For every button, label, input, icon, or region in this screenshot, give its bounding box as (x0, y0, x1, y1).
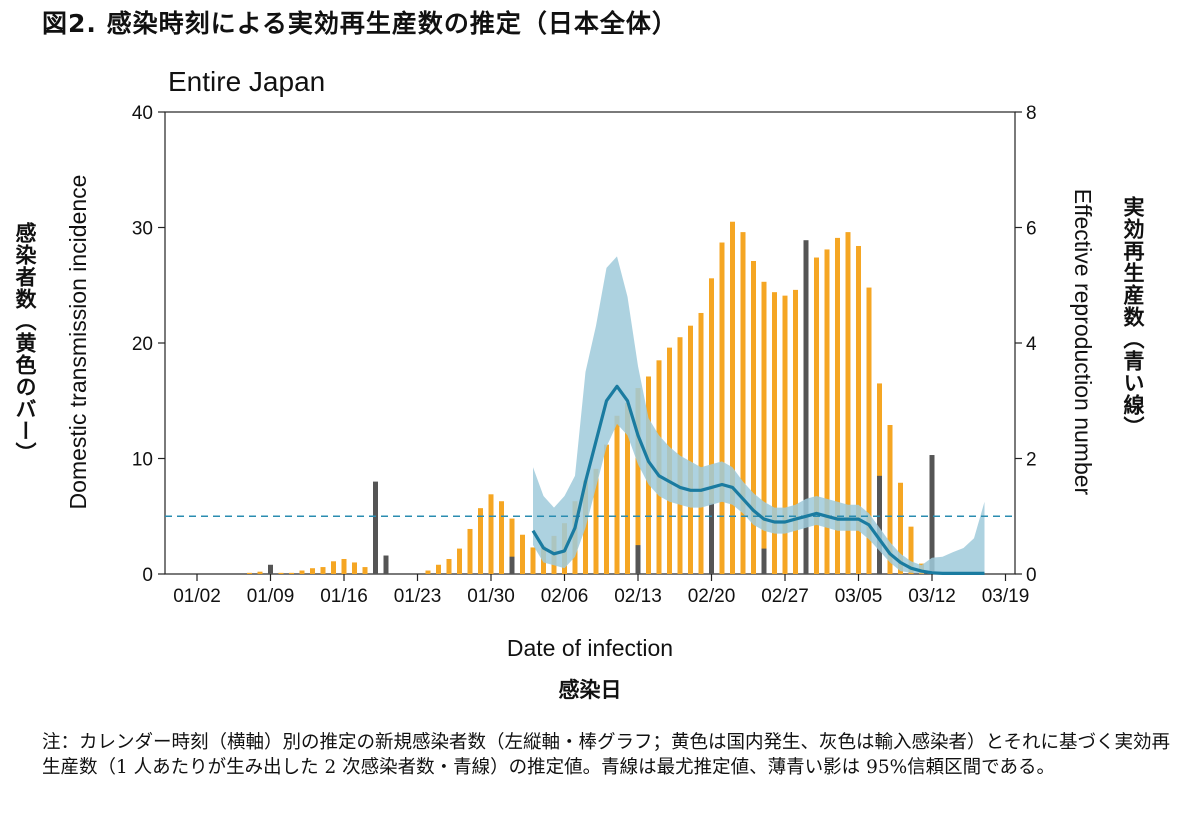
domestic-bar (467, 528, 473, 574)
domestic-bar (331, 561, 336, 574)
domestic-bar (593, 468, 599, 574)
x-axis-title-jp: 感染日 (559, 678, 622, 702)
x-tick-label: 01/09 (247, 586, 295, 607)
imported-bar (373, 481, 378, 574)
domestic-bar (604, 444, 609, 574)
y2-tick-label: 0 (1026, 565, 1037, 586)
domestic-bar (257, 571, 263, 574)
y-tick-label: 10 (132, 450, 153, 471)
domestic-bar (530, 547, 536, 574)
y2-tick-label: 2 (1026, 450, 1037, 471)
chart: Entire Japan 0 10 20 30 40 0 2 4 6 8 01/02 01/09 01/… (65, 66, 1096, 702)
x-axis-title: Date of infection (507, 635, 673, 661)
x-tick-label: 02/27 (761, 586, 809, 607)
domestic-bar (719, 242, 725, 574)
right-axis-title-jp: 実効再生産数（青い線） (1121, 196, 1145, 438)
domestic-bar (761, 281, 767, 574)
x-tick-label: 01/02 (173, 586, 221, 607)
domestic-bar (730, 221, 735, 574)
imported-bar (761, 548, 767, 574)
rt-confidence-band (533, 256, 985, 574)
domestic-bar (824, 249, 830, 574)
domestic-bar (625, 403, 630, 574)
x-tick-label: 03/05 (835, 586, 883, 607)
domestic-bar (278, 572, 284, 574)
imported-bar (877, 475, 882, 574)
domestic-bar (488, 494, 494, 574)
imported-bar (383, 555, 389, 574)
y-tick-label: 0 (142, 565, 153, 586)
x-tick-label: 01/16 (320, 586, 368, 607)
domestic-bar (740, 232, 746, 574)
y2-tick-label: 4 (1026, 334, 1037, 355)
domestic-bar (856, 245, 861, 575)
chart-title: Entire Japan (168, 66, 325, 97)
left-axis-title: Domestic transmission incidence (65, 175, 91, 510)
y-tick-label: 40 (132, 103, 153, 124)
domestic-bar (898, 482, 903, 574)
x-tick-label: 02/06 (541, 586, 589, 607)
domestic-bar (698, 312, 704, 574)
imported-bar (635, 545, 641, 574)
imported-bar (929, 455, 935, 574)
domestic-bar (814, 257, 819, 574)
y-tick-label: 20 (132, 334, 153, 355)
domestic-bar (247, 572, 252, 574)
domestic-bar (425, 570, 431, 574)
domestic-bar (520, 534, 525, 574)
right-axis-title: Effective reproduction number (1070, 189, 1096, 496)
domestic-bar (709, 278, 714, 574)
y2-tick-label: 6 (1026, 219, 1037, 240)
domestic-bar (688, 325, 693, 574)
domestic-bar (478, 508, 483, 574)
domestic-bar (845, 232, 851, 574)
domestic-bar (299, 570, 305, 574)
domestic-bar (352, 562, 357, 574)
domestic-bar (457, 548, 462, 574)
rt-median-line (531, 384, 985, 576)
x-tick-label: 02/13 (614, 586, 662, 607)
domestic-bar (887, 425, 893, 574)
domestic-bar (782, 295, 788, 574)
imported-bar (268, 564, 273, 574)
x-tick-label: 02/20 (688, 586, 736, 607)
x-tick-label: 01/23 (394, 586, 442, 607)
domestic-bar (289, 572, 294, 574)
domestic-bar (866, 287, 872, 574)
domestic-bar (793, 289, 798, 574)
domestic-bar (320, 567, 326, 574)
imported-bar (509, 556, 515, 574)
domestic-bar (908, 526, 914, 574)
x-tick-label: 03/19 (982, 586, 1030, 607)
domestic-bar (835, 237, 840, 574)
domestic-bar (509, 518, 515, 574)
x-tick-label: 01/30 (467, 586, 515, 607)
domestic-bar (341, 558, 347, 574)
domestic-bar (362, 567, 368, 574)
domestic-bar (614, 415, 620, 574)
y2-tick-label: 8 (1026, 103, 1037, 124)
domestic-bar (635, 388, 641, 574)
imported-bar (709, 503, 714, 574)
x-tick-label: 03/12 (908, 586, 956, 607)
imported-bar (803, 240, 809, 574)
figure-note: 注：カレンダー時刻（横軸）別の推定の新規感染者数（左縦軸・棒グラフ；黄色は国内発… (42, 732, 1170, 778)
y-tick-label: 30 (132, 219, 153, 240)
domestic-bar (772, 292, 777, 574)
domestic-bar (436, 564, 441, 574)
domestic-bar (751, 260, 756, 574)
figure-title: 図2. 感染時刻による実効再生産数の推定（日本全体） (42, 9, 678, 38)
domestic-bar (499, 501, 504, 574)
domestic-bar (310, 568, 315, 574)
left-axis-title-jp: 感染者数（黄色のバー） (13, 222, 37, 464)
domestic-bar (446, 558, 452, 574)
